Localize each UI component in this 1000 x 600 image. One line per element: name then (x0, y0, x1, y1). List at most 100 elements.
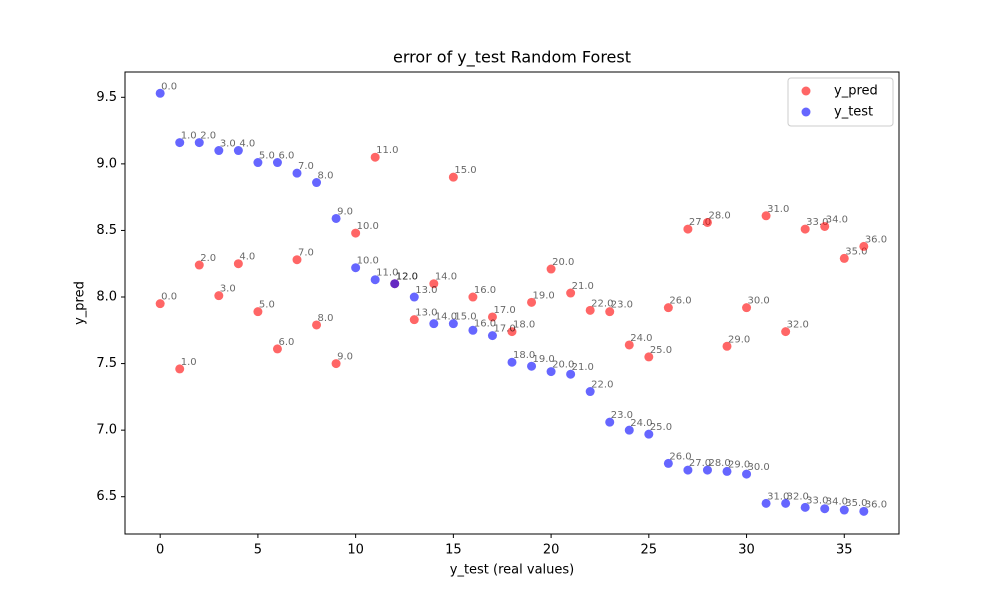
point (429, 319, 439, 329)
point (605, 417, 615, 427)
x-tick-label: 5 (254, 543, 262, 558)
point-annotation: 0.0 (161, 81, 177, 92)
point-annotation: 22.0 (591, 380, 613, 391)
point (781, 327, 791, 337)
point-annotation: 28.0 (708, 210, 730, 221)
point-annotation: 1.0 (181, 131, 197, 142)
point-annotation: 4.0 (239, 139, 255, 150)
point-annotation: 21.0 (572, 281, 594, 292)
point (194, 138, 204, 148)
point (253, 307, 263, 317)
point (409, 292, 419, 302)
plot-frame (124, 71, 900, 535)
point-annotation: 8.0 (318, 171, 334, 182)
point (292, 255, 302, 265)
y-tick-label: 8.5 (96, 223, 117, 238)
point (566, 288, 576, 298)
point (624, 425, 634, 435)
point (683, 224, 693, 234)
point (702, 465, 712, 475)
point-annotation: 33.0 (806, 495, 828, 506)
point-annotation: 2.0 (200, 131, 216, 142)
point (722, 341, 732, 351)
point (194, 260, 204, 270)
point-annotation: 17.0 (493, 324, 515, 335)
point-annotation: 21.0 (572, 362, 594, 373)
point (487, 312, 497, 322)
point-annotation: 12.0 (396, 272, 418, 283)
point-annotation: 31.0 (767, 204, 789, 215)
point-annotation: 32.0 (787, 320, 809, 331)
point (351, 263, 361, 273)
point-annotation: 18.0 (513, 350, 535, 361)
point (487, 331, 497, 341)
point (312, 178, 322, 188)
point-annotation: 30.0 (748, 296, 770, 307)
point-annotation: 18.0 (513, 320, 535, 331)
point-annotation: 26.0 (669, 451, 691, 462)
point-annotation: 25.0 (650, 345, 672, 356)
point-annotation: 24.0 (630, 418, 652, 429)
point (605, 307, 615, 317)
point (272, 344, 282, 354)
point-annotation: 10.0 (357, 221, 379, 232)
x-tick-label: 25 (641, 543, 658, 558)
point (839, 253, 849, 263)
point-annotation: 34.0 (826, 214, 848, 225)
y-axis-label: y_pred (73, 281, 88, 325)
point (214, 146, 224, 156)
point (448, 319, 458, 329)
point-annotation: 16.0 (474, 318, 496, 329)
point-annotation: 22.0 (591, 298, 613, 309)
point-annotation: 0.0 (161, 292, 177, 303)
point-annotation: 5.0 (259, 151, 275, 162)
point (175, 364, 185, 374)
point-annotation: 7.0 (298, 248, 314, 259)
point-annotation: 27.0 (689, 458, 711, 469)
point (409, 315, 419, 325)
point-annotation: 25.0 (650, 422, 672, 433)
point (546, 367, 556, 377)
point-annotation: 30.0 (748, 462, 770, 473)
y-tick-label: 7.5 (96, 356, 117, 371)
y-tick-label: 7.0 (96, 423, 117, 438)
point (800, 502, 810, 512)
point (663, 458, 673, 468)
point (272, 158, 282, 168)
point (233, 259, 243, 269)
point (742, 303, 752, 313)
point (702, 217, 712, 227)
x-tick-label: 30 (738, 543, 755, 558)
point (585, 305, 595, 315)
point-annotation: 19.0 (533, 290, 555, 301)
point (507, 357, 517, 367)
chart-title: error of y_test Random Forest (393, 48, 631, 68)
point-annotation: 5.0 (259, 300, 275, 311)
y-tick-label: 8.0 (96, 290, 117, 305)
point-annotation: 12.0 (396, 272, 418, 283)
x-tick-label: 35 (836, 543, 853, 558)
point-annotation: 24.0 (630, 333, 652, 344)
point (546, 264, 556, 274)
point-annotation: 3.0 (220, 139, 236, 150)
point-annotation: 16.0 (474, 285, 496, 296)
point (820, 504, 830, 514)
point (566, 369, 576, 379)
point (585, 387, 595, 397)
point-annotation: 31.0 (767, 491, 789, 502)
point (644, 352, 654, 362)
point (292, 168, 302, 178)
x-tick-label: 20 (543, 543, 560, 558)
legend-box (787, 77, 894, 127)
point (370, 275, 380, 285)
point-annotation: 15.0 (454, 165, 476, 176)
point-annotation: 13.0 (415, 285, 437, 296)
point-annotation: 17.0 (493, 305, 515, 316)
point (781, 498, 791, 508)
point-annotation: 23.0 (611, 410, 633, 421)
point (683, 465, 693, 475)
point-annotation: 9.0 (337, 206, 353, 217)
x-tick-label: 0 (156, 543, 164, 558)
point (233, 146, 243, 156)
